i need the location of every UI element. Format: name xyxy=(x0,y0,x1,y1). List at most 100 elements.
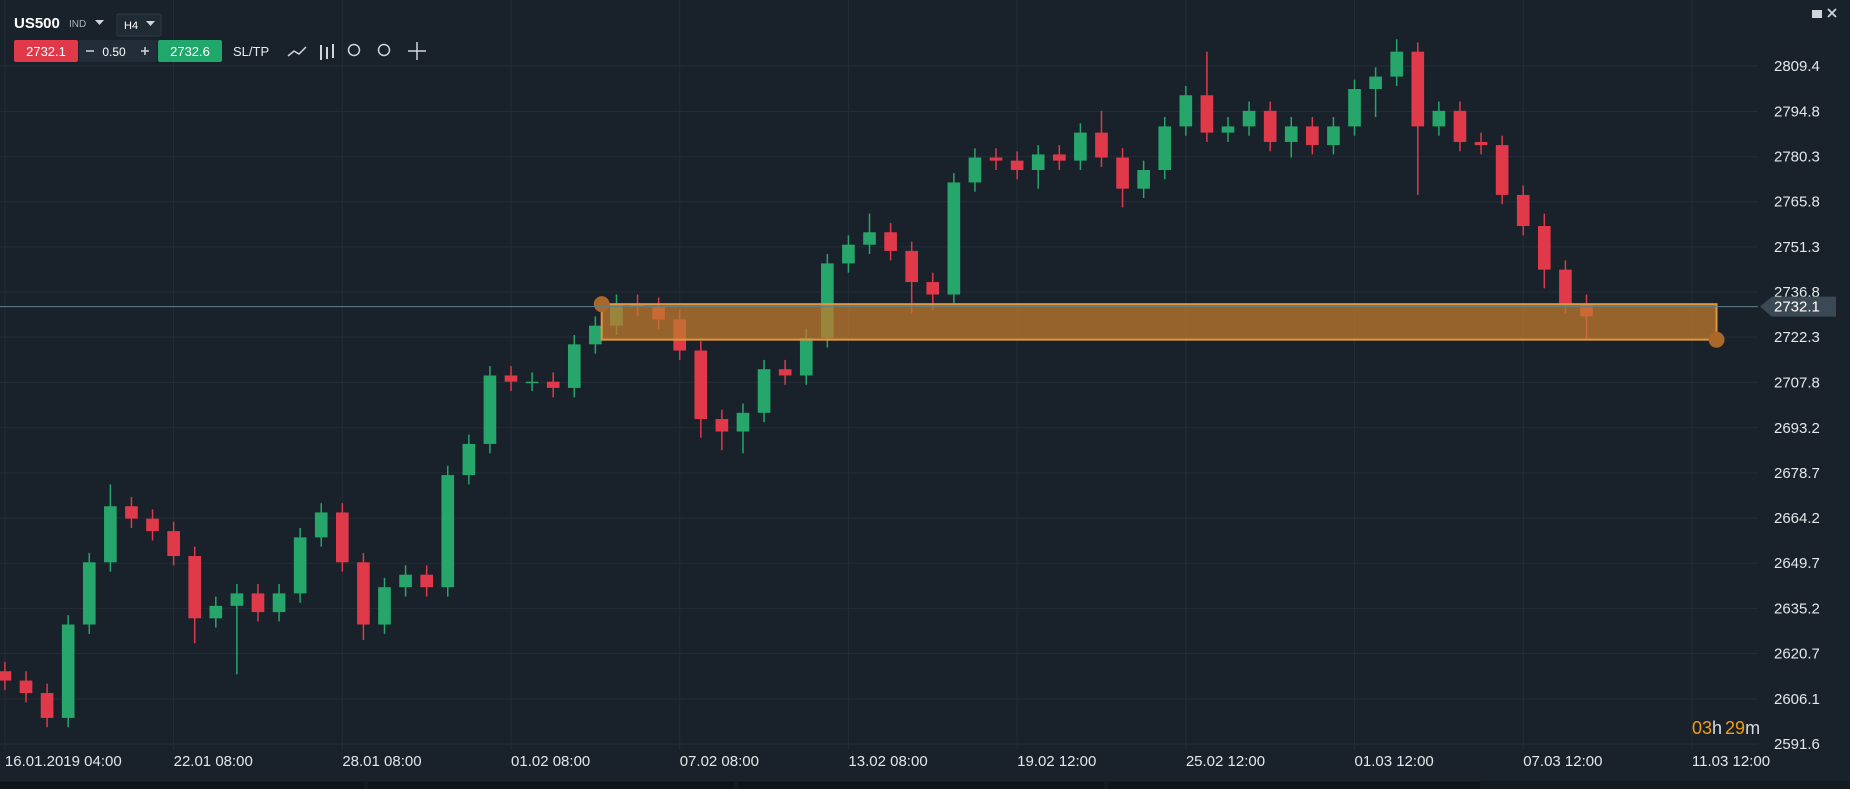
timeframe-box[interactable] xyxy=(116,13,162,37)
zoom-out-icon[interactable] xyxy=(347,43,361,57)
zone xyxy=(600,303,1718,341)
candle-body xyxy=(589,325,602,345)
x-tick-label: 28.01 08:00 xyxy=(342,753,421,770)
x-tick-label: 11.03 12:00 xyxy=(1692,753,1770,770)
candle-body xyxy=(483,375,497,444)
zone-handle[interactable] xyxy=(593,296,610,313)
candle-body xyxy=(1242,110,1256,127)
y-tick-label: 2678.7 xyxy=(1774,465,1820,482)
timer-unit: m xyxy=(1745,718,1760,738)
candle-body xyxy=(1327,126,1340,146)
x-tick-label: 19.02 12:00 xyxy=(1017,753,1096,770)
x-tick-label: 07.02 08:00 xyxy=(680,753,759,770)
candle-body xyxy=(799,338,813,376)
candle-body xyxy=(736,412,750,432)
candle-body xyxy=(335,512,349,563)
x-tick-label: 13.02 08:00 xyxy=(848,753,927,770)
candle-body xyxy=(884,232,897,251)
y-tick-label: 2751.3 xyxy=(1774,239,1820,256)
candle-body xyxy=(863,232,876,245)
candle-body xyxy=(1411,51,1425,127)
zoom-in-icon[interactable] xyxy=(377,43,391,57)
candle-body xyxy=(1116,157,1129,189)
ask[interactable]: 2732.6 xyxy=(170,44,210,59)
x-tick-label: 22.01 08:00 xyxy=(174,753,253,770)
timer: 03h 29m xyxy=(1692,718,1760,738)
tab[interactable] xyxy=(738,782,1104,789)
candle-body xyxy=(1200,95,1214,133)
tab[interactable] xyxy=(1108,782,1480,789)
candle-body xyxy=(82,562,96,625)
y-tick-label: 2794.8 xyxy=(1774,103,1820,120)
zone-handle[interactable] xyxy=(1708,331,1725,348)
y-tick-label: 2707.8 xyxy=(1774,374,1820,391)
sell-button[interactable] xyxy=(14,40,78,62)
dropdown-icon[interactable] xyxy=(95,20,104,25)
tab-bar xyxy=(0,781,1850,789)
candle-body xyxy=(1074,132,1087,161)
x-tick-label: 01.02 08:00 xyxy=(511,753,590,770)
candle-body xyxy=(715,419,729,432)
y-tick-label: 2765.8 xyxy=(1774,194,1820,211)
candle-body xyxy=(968,157,982,183)
candle-body xyxy=(272,593,286,613)
candle-body xyxy=(1348,89,1361,127)
candle-body xyxy=(1095,132,1108,158)
y-tick-label: 2722.3 xyxy=(1774,329,1820,346)
candle-body xyxy=(947,182,961,295)
close-icon[interactable] xyxy=(1827,8,1837,18)
candle-icon[interactable] xyxy=(320,44,334,60)
timeframe[interactable]: H4 xyxy=(124,20,138,32)
candle-body xyxy=(1390,51,1404,77)
y-tick-label: 2620.7 xyxy=(1774,645,1820,662)
tab[interactable] xyxy=(0,782,364,789)
candle-body xyxy=(1432,110,1446,127)
symbol[interactable]: US500 xyxy=(14,15,60,32)
crosshair-icon[interactable] xyxy=(408,42,426,60)
candle-body xyxy=(209,605,223,619)
minimize-icon[interactable] xyxy=(1812,10,1822,18)
plus-icon[interactable] xyxy=(141,47,149,55)
bid[interactable]: 2732.1 xyxy=(26,44,66,59)
candle-body xyxy=(167,531,180,557)
candle-body xyxy=(842,244,855,264)
candle-body xyxy=(525,381,539,384)
candle-body xyxy=(188,556,202,619)
candle-body xyxy=(989,157,1003,161)
candle-body xyxy=(125,506,138,519)
buy-button[interactable] xyxy=(158,40,222,62)
spread-box xyxy=(79,40,157,62)
market[interactable]: IND xyxy=(69,19,86,30)
x-tick-label: 01.03 12:00 xyxy=(1355,753,1434,770)
candle-body xyxy=(1537,226,1551,270)
candle-body xyxy=(230,593,244,606)
spread: 0.50 xyxy=(102,45,126,59)
y-tick-label: 2635.2 xyxy=(1774,600,1820,617)
candle-body xyxy=(441,475,455,588)
last-price-label: 2732.1 xyxy=(1774,299,1820,316)
candle-body xyxy=(1052,154,1066,161)
candle-body xyxy=(61,624,75,718)
candle-body xyxy=(546,381,560,388)
candle-body xyxy=(420,574,433,588)
candle-body xyxy=(0,671,12,681)
candle-body xyxy=(1474,141,1488,146)
line-icon[interactable] xyxy=(287,46,307,57)
toolbar: US500 IND H4 2732.1 0.50 2732.6 SL/TP xyxy=(14,8,1837,62)
plot: 2591.6 2606.1 2620.7 2635.2 2649.7 2664.2 2678… xyxy=(0,0,1836,770)
dropdown-icon[interactable] xyxy=(146,21,155,26)
candle-body xyxy=(293,537,307,594)
tab[interactable] xyxy=(368,782,734,789)
candle-body xyxy=(1495,145,1509,195)
sltp[interactable]: SL/TP xyxy=(233,44,269,59)
candle-body xyxy=(1284,126,1298,142)
x-tick-label: 25.02 12:00 xyxy=(1186,753,1265,770)
candle-body xyxy=(1010,160,1024,170)
candle-body xyxy=(462,443,476,476)
candle-body xyxy=(1221,126,1235,133)
candle-body xyxy=(1158,126,1172,170)
candle-body xyxy=(104,506,117,563)
candle-body xyxy=(19,680,33,694)
